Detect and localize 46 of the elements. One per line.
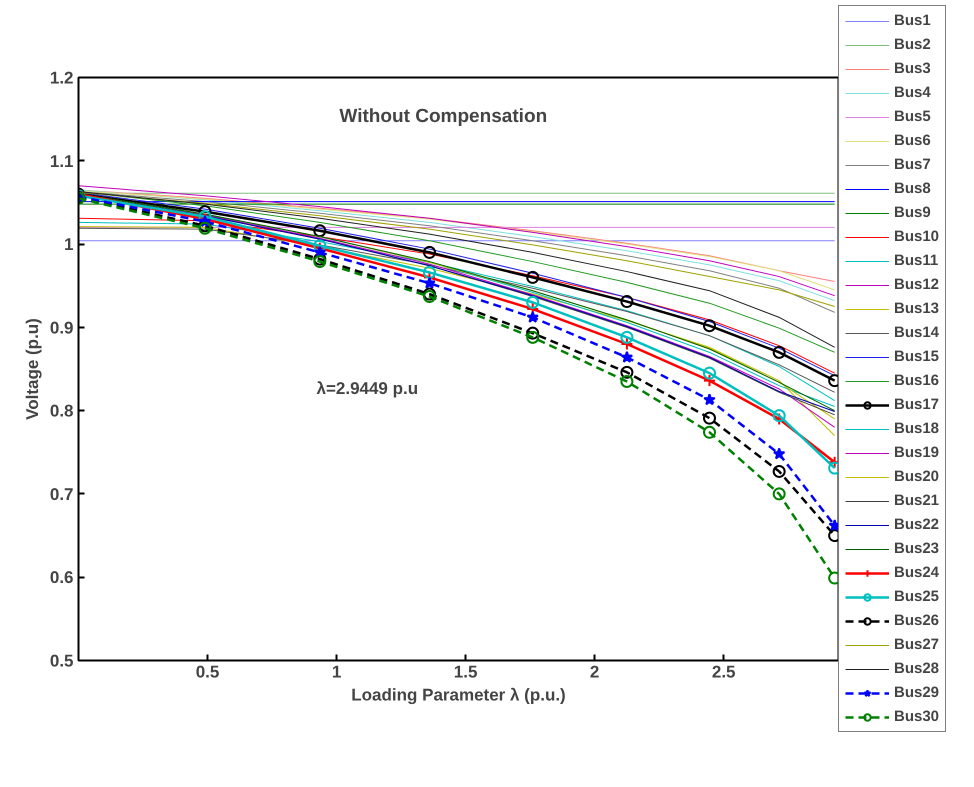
y-tick-label: 1 [64, 235, 74, 254]
legend-label: Bus21 [894, 492, 940, 509]
legend-label: Bus18 [894, 420, 940, 437]
legend-label: Bus6 [894, 132, 931, 149]
legend-label: Bus17 [894, 396, 940, 413]
y-tick-label: 1.2 [50, 68, 74, 88]
legend-label: Bus19 [894, 444, 940, 461]
x-tick-label: 0.5 [196, 662, 220, 682]
legend-label: Bus2 [894, 36, 931, 53]
y-tick-label: 0.9 [50, 318, 74, 338]
legend-label: Bus4 [894, 84, 931, 101]
y-tick-label: 0.6 [50, 568, 74, 588]
legend-label: Bus15 [894, 348, 940, 365]
legend-label: Bus22 [894, 516, 940, 533]
legend-label: Bus12 [894, 276, 940, 293]
legend-label: Bus14 [894, 324, 940, 341]
x-tick-label: 2 [590, 662, 600, 682]
legend-label: Bus29 [894, 684, 940, 701]
legend-label: Bus24 [894, 564, 940, 581]
legend-label: Bus8 [894, 180, 931, 197]
legend-label: Bus28 [894, 660, 940, 677]
legend-label: Bus3 [894, 60, 931, 77]
text: Without Compensation [339, 106, 548, 128]
legend-label: Bus7 [894, 156, 931, 173]
y-tick-label: 1.1 [50, 152, 74, 171]
legend-label: Bus30 [894, 708, 940, 725]
legend-label: Bus11 [894, 252, 938, 269]
legend-label: Bus1 [894, 12, 931, 29]
y-tick-label: 0.8 [50, 402, 74, 421]
legend-label: Bus26 [894, 612, 940, 629]
legend-label: Bus27 [894, 636, 940, 653]
x-tick-label: 1.5 [454, 662, 478, 682]
legend-label: Bus20 [894, 468, 940, 485]
legend-label: Bus16 [894, 372, 940, 389]
legend-label: Bus9 [894, 204, 931, 221]
y-tick-label: 0.7 [50, 484, 74, 504]
x-tick-label: 2.5 [712, 662, 736, 682]
legend-label: Bus23 [894, 540, 940, 557]
legend-label: Bus5 [894, 108, 931, 125]
annotation: λ=2.9449 p.u [316, 379, 418, 398]
legend-label: Bus13 [894, 300, 940, 317]
y-axis-title: Voltage (p.u) [22, 318, 42, 420]
legend-label: Bus10 [894, 228, 940, 245]
legend-label: Bus25 [894, 588, 940, 605]
x-tick-label: 1 [332, 662, 342, 682]
x-axis-title: Loading Parameter λ (p.u.) [351, 686, 566, 704]
